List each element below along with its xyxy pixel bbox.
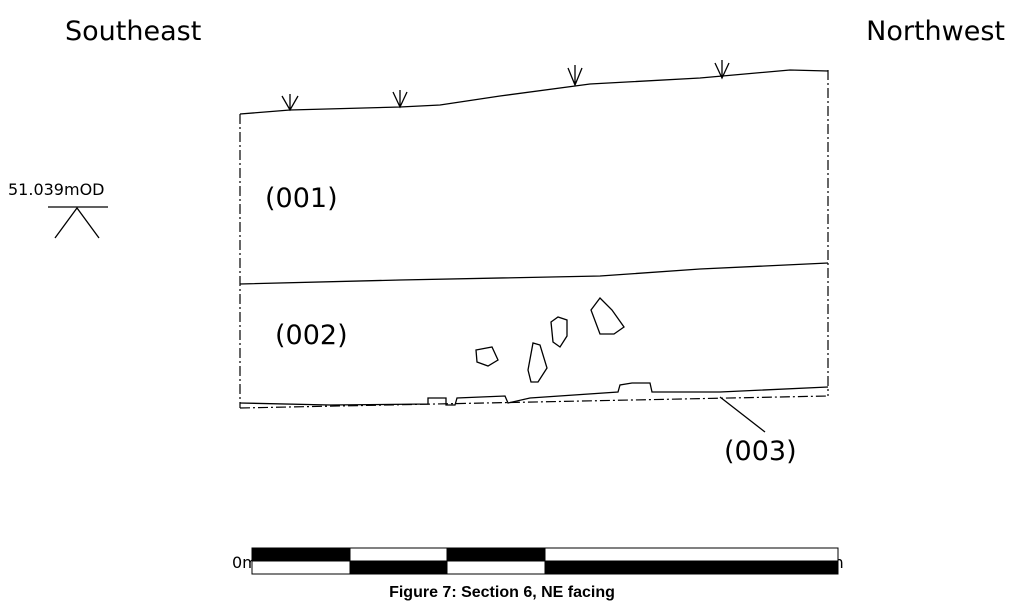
orientation-right: Northwest: [866, 16, 1005, 47]
context-label: (002): [275, 320, 348, 351]
orientation-left: Southeast: [65, 16, 201, 47]
section: [239, 60, 829, 433]
scale-bar: [251, 547, 839, 575]
scale-start: 0m: [232, 553, 258, 572]
caption: Figure 7: Section 6, NE facing: [389, 584, 615, 601]
context-label: (003): [724, 436, 797, 467]
datum-symbol: [48, 206, 108, 239]
context-label: (001): [265, 183, 338, 214]
datum-label: 51.039mOD: [8, 180, 104, 199]
